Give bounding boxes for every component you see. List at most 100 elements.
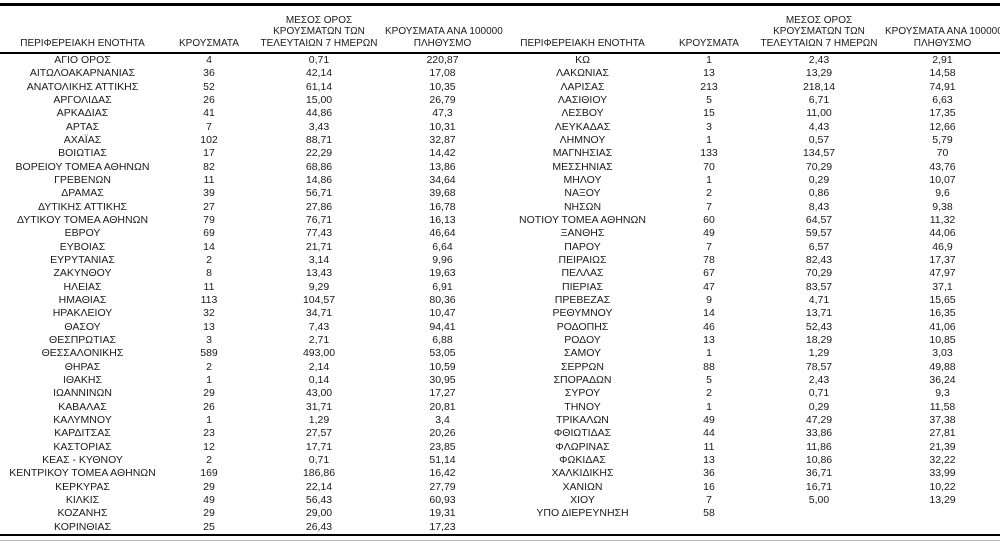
cell-avg-7day: 0,14 xyxy=(308,374,330,387)
cell-cases: 11 xyxy=(703,440,715,453)
cell-avg-7day: 22,14 xyxy=(305,480,333,493)
cell-per-100k: 15,65 xyxy=(929,294,956,307)
cell-cases: 82 xyxy=(203,160,215,173)
table-row: ΦΩΚΙΔΑΣ 13 10,86 32,22 xyxy=(500,454,1000,467)
cell-cases: 13 xyxy=(703,334,715,347)
table-row: ΡΟΔΟΥ 13 18,29 10,85 xyxy=(500,334,1000,347)
cell-avg-7day: 1,29 xyxy=(308,414,330,427)
cell-cases: 14 xyxy=(703,307,715,320)
cell-region-name: ΧΑΛΚΙΔΙΚΗΣ xyxy=(551,467,614,480)
table-row: ΚΕΡΚΥΡΑΣ 29 22,14 27,79 xyxy=(0,481,500,494)
table-row: ΠΕΛΛΑΣ 67 70,29 47,97 xyxy=(500,267,1000,280)
cell-cases: 49 xyxy=(703,414,715,427)
table-row: ΒΟΙΩΤΙΑΣ 17 22,29 14,42 xyxy=(0,147,500,160)
table-row: ΘΕΣΣΑΛΟΝΙΚΗΣ 589 493,00 53,05 xyxy=(0,347,500,360)
table-row: ΑΡΓΟΛΙΔΑΣ 26 15,00 26,79 xyxy=(0,94,500,107)
cell-per-100k: 16,42 xyxy=(429,467,456,480)
cell-avg-7day: 31,71 xyxy=(305,400,333,413)
cell-avg-7day: 59,57 xyxy=(805,227,833,240)
cell-per-100k: 2,91 xyxy=(932,54,953,67)
cell-region-name: ΘΑΣΟΥ xyxy=(64,320,101,333)
cell-region-name: ΚΑΒΑΛΑΣ xyxy=(58,400,107,413)
cell-region-name: ΛΑΚΩΝΙΑΣ xyxy=(556,67,609,80)
cell-per-100k: 46,64 xyxy=(429,227,456,240)
cell-per-100k: 6,64 xyxy=(432,240,453,253)
cell-per-100k: 20,26 xyxy=(429,427,456,440)
cell-cases: 1 xyxy=(206,414,212,427)
cell-region-name: ΚΩ xyxy=(575,54,590,67)
cell-cases: 12 xyxy=(203,440,215,453)
cell-cases: 13 xyxy=(203,320,215,333)
cell-avg-7day: 10,86 xyxy=(805,454,833,466)
table-row: ΔΥΤΙΚΟΥ ΤΟΜΕΑ ΑΘΗΝΩΝ 79 76,71 16,13 xyxy=(0,214,500,227)
cell-per-100k: 9,6 xyxy=(935,187,950,200)
cell-per-100k: 3,4 xyxy=(435,414,450,427)
cell-per-100k: 30,95 xyxy=(429,374,456,387)
header-per-100k-line2: ΠΛΗΘΥΣΜΟ xyxy=(913,37,972,49)
cell-cases: 29 xyxy=(203,387,215,400)
cell-region-name: ΔΥΤΙΚΟΥ ΤΟΜΕΑ ΑΘΗΝΩΝ xyxy=(16,214,149,227)
cell-region-name: ΝΑΞΟΥ xyxy=(564,187,601,200)
cell-region-name: ΗΛΕΙΑΣ xyxy=(63,280,102,293)
table-row: ΑΡΚΑΔΙΑΣ 41 44,86 47,3 xyxy=(0,107,500,120)
table-row: ΡΕΘΥΜΝΟΥ 14 13,71 16,35 xyxy=(500,307,1000,320)
cell-region-name: ΠΕΛΛΑΣ xyxy=(561,267,604,280)
cell-region-name: ΕΥΒΟΙΑΣ xyxy=(59,240,106,253)
cell-cases: 2 xyxy=(206,360,212,373)
cell-region-name: ΓΡΕΒΕΝΩΝ xyxy=(54,174,111,187)
cell-cases: 32 xyxy=(203,307,215,320)
cell-avg-7day: 78,57 xyxy=(805,360,833,373)
table-row: ΞΑΝΘΗΣ 49 59,57 44,06 xyxy=(500,227,1000,240)
cell-avg-7day: 88,71 xyxy=(305,134,333,147)
table-row: ΕΒΡΟΥ 69 77,43 46,64 xyxy=(0,227,500,240)
cell-avg-7day: 33,86 xyxy=(805,427,833,440)
cell-cases: 49 xyxy=(203,493,215,506)
cell-region-name: ΤΗΝΟΥ xyxy=(564,400,601,413)
cell-cases: 13 xyxy=(703,67,715,80)
cell-per-100k: 41,06 xyxy=(929,320,956,333)
cell-per-100k: 74,91 xyxy=(929,80,956,93)
header-avg-7day-line3: ΤΕΛΕΥΤΑΙΩΝ 7 ΗΜΕΡΩΝ xyxy=(260,37,378,49)
cell-region-name: ΣΠΟΡΑΔΩΝ xyxy=(553,374,612,387)
table-row: ΑΙΤΩΛΟΑΚΑΡΝΑΝΙΑΣ 36 42,14 17,08 xyxy=(0,67,500,80)
cell-avg-7day: 134,57 xyxy=(802,147,836,160)
cell-region-name: ΕΥΡΥΤΑΝΙΑΣ xyxy=(50,254,115,267)
cell-cases: 8 xyxy=(206,267,212,280)
cell-region-name: ΜΕΣΣΗΝΙΑΣ xyxy=(552,160,613,173)
cell-cases: 113 xyxy=(200,294,218,307)
cell-avg-7day: 42,14 xyxy=(305,67,333,80)
cell-avg-7day xyxy=(753,507,885,520)
header-per-100k: ΚΡΟΥΣΜΑΤΑ ΑΝΑ 100000 ΠΛΗΘΥΣΜΟ xyxy=(385,6,503,54)
cell-per-100k: 11,32 xyxy=(929,214,956,227)
cell-avg-7day: 13,71 xyxy=(805,307,833,320)
cell-avg-7day: 17,71 xyxy=(305,440,333,453)
table-row: ΓΡΕΒΕΝΩΝ 11 14,86 34,64 xyxy=(0,174,500,187)
cell-cases: 23 xyxy=(203,427,215,440)
cell-cases: 14 xyxy=(203,240,215,253)
cell-per-100k: 49,88 xyxy=(929,360,956,373)
cell-per-100k: 6,63 xyxy=(932,94,953,107)
table-row: ΜΕΣΣΗΝΙΑΣ 70 70,29 43,76 xyxy=(500,161,1000,174)
cell-cases: 7 xyxy=(706,240,712,253)
cell-cases: 2 xyxy=(706,387,712,400)
cell-region-name: ΘΕΣΣΑΛΟΝΙΚΗΣ xyxy=(41,347,124,360)
cell-per-100k: 17,27 xyxy=(429,387,456,400)
header-region-label: ΠΕΡΙΦΕΡΕΙΑΚΗ ΕΝΟΤΗΤΑ xyxy=(520,37,645,49)
table-row: ΤΡΙΚΑΛΩΝ 49 47,29 37,38 xyxy=(500,414,1000,427)
table-row: ΚΟΡΙΝΘΙΑΣ 25 26,43 17,23 xyxy=(0,520,500,533)
cell-avg-7day: 6,71 xyxy=(808,94,830,107)
cell-region-name: ΛΕΣΒΟΥ xyxy=(561,107,604,120)
cell-avg-7day: 218,14 xyxy=(802,80,836,93)
cell-cases: 60 xyxy=(703,214,715,227)
cell-region-name: ΤΡΙΚΑΛΩΝ xyxy=(556,414,609,427)
cell-per-100k: 10,07 xyxy=(929,174,956,187)
cell-cases: 46 xyxy=(703,320,715,333)
cell-region-name: ΚΙΛΚΙΣ xyxy=(65,493,100,506)
cell-per-100k: 10,85 xyxy=(929,334,956,347)
table-row: ΛΑΡΙΣΑΣ 213 218,14 74,91 xyxy=(500,81,1000,94)
cell-region-name: ΣΥΡΟΥ xyxy=(564,387,601,400)
cell-avg-7day: 493,00 xyxy=(302,347,336,360)
table-row: ΠΙΕΡΙΑΣ 47 83,57 37,1 xyxy=(500,281,1000,294)
table-row: ΙΩΑΝΝΙΝΩΝ 29 43,00 17,27 xyxy=(0,387,500,400)
cell-region-name: ΑΡΓΟΛΙΔΑΣ xyxy=(53,94,112,107)
